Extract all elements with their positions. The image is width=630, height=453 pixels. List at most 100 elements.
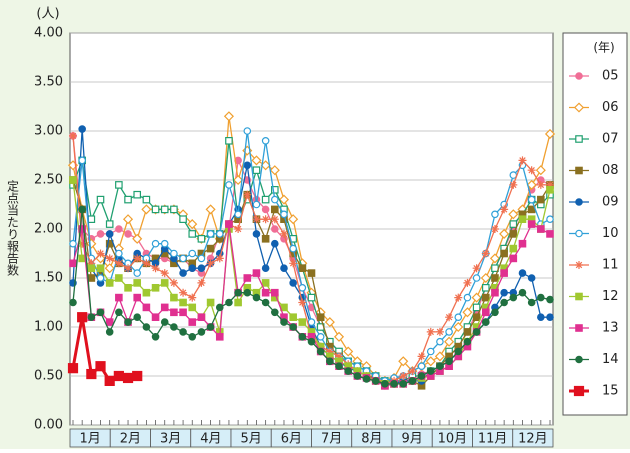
marker [160,269,169,278]
marker [179,288,188,297]
marker [223,111,234,122]
marker [96,230,105,238]
marker [252,269,261,277]
marker [105,318,114,326]
marker [518,156,527,165]
marker [509,180,518,189]
marker [261,279,270,287]
marker [243,274,252,282]
marker [316,347,325,356]
marker [122,214,134,225]
marker [133,279,142,287]
marker [434,351,445,362]
marker [115,249,123,258]
marker [269,165,280,176]
marker [271,288,279,297]
marker [500,205,509,214]
marker [243,127,252,135]
marker [371,377,380,385]
marker [95,361,106,372]
marker [188,332,197,341]
marker [288,214,299,225]
marker [544,128,556,139]
marker [151,239,160,248]
marker [307,337,316,346]
marker [527,298,536,307]
legend-label: 08 [602,163,619,178]
marker [132,233,143,244]
marker [527,166,536,175]
marker [124,230,132,238]
marker [78,239,87,248]
marker [133,269,142,277]
marker [115,308,123,317]
marker [252,230,261,238]
marker [491,274,499,282]
marker [225,298,233,307]
marker [69,298,77,307]
marker [280,210,288,219]
marker [436,337,444,346]
marker [271,239,279,248]
marker [289,244,297,253]
marker [160,239,169,248]
marker [96,249,105,258]
marker [261,235,270,243]
marker [78,156,86,165]
marker [307,318,316,326]
marker [225,220,233,228]
marker [426,347,435,356]
marker [500,298,508,307]
marker [197,235,206,243]
marker [104,375,115,386]
y-tick-label: 0.50 [34,369,63,384]
marker [205,204,216,215]
legend-label: 15 [602,384,619,399]
marker [67,363,79,374]
marker [398,356,409,367]
marker [289,313,297,322]
marker [271,186,279,194]
marker [206,298,215,307]
marker [114,259,123,268]
marker [105,254,114,263]
marker [197,328,206,336]
marker [261,137,270,145]
marker [335,352,344,361]
marker [426,327,435,336]
marker [509,244,518,253]
marker [243,288,252,297]
marker [225,181,233,189]
marker [252,293,261,302]
marker [234,225,243,233]
marker [454,347,463,356]
marker [537,313,545,322]
marker [462,307,473,318]
marker [381,380,389,388]
legend-label: 11 [602,258,619,273]
marker [362,375,371,383]
marker [234,298,242,307]
marker [78,125,86,133]
marker [179,298,187,307]
marker [115,293,123,302]
marker [69,259,77,268]
marker [215,303,224,312]
marker [546,313,554,322]
marker [527,220,536,228]
legend-marker [575,261,583,269]
marker [408,377,417,385]
marker [399,372,408,380]
marker [471,292,482,303]
marker [417,372,426,380]
marker [169,278,178,287]
marker [335,362,343,371]
marker [104,263,115,274]
marker [124,284,132,292]
marker [445,357,453,366]
marker [298,332,307,341]
marker [151,205,160,214]
marker [142,259,151,268]
marker [132,370,143,382]
marker [133,254,142,263]
